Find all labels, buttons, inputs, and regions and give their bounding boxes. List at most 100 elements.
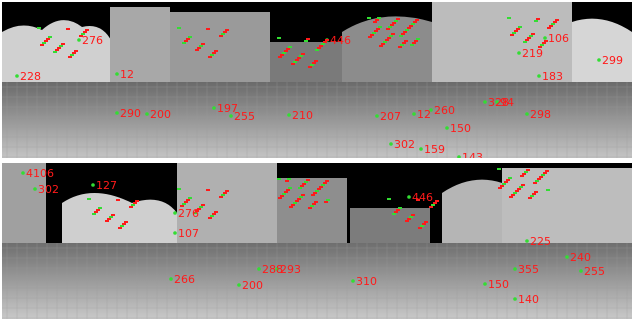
feature-cluster-mark: [311, 194, 315, 196]
feature-cluster-mark: [214, 50, 218, 52]
feature-cluster-mark: [420, 225, 424, 227]
feature-cluster-mark: [184, 40, 188, 42]
feature-point: [517, 51, 521, 55]
feature-cluster-mark: [57, 47, 61, 49]
feature-point: [173, 231, 177, 235]
feature-cluster-mark: [195, 210, 199, 212]
feature-cluster-mark: [210, 215, 214, 217]
feature-cluster-mark: [212, 213, 216, 215]
bottom-panorama-scene: 4106 302 127 276 446 107 288 266 200 293 310 355 240…: [2, 163, 632, 319]
feature-cluster-mark: [105, 220, 109, 222]
feature-cluster-mark: [81, 33, 85, 35]
feature-cluster-mark: [410, 44, 414, 46]
feature-point: [407, 195, 411, 199]
feature-cluster-mark: [79, 35, 83, 37]
feature-cluster-mark: [321, 184, 325, 186]
feature-cluster-mark: [197, 47, 201, 49]
feature-label: 446: [330, 34, 351, 47]
feature-cluster-mark: [225, 29, 229, 31]
feature-cluster-mark: [409, 25, 413, 27]
feature-cluster-mark: [61, 43, 65, 45]
feature-cluster-mark: [412, 42, 416, 44]
feature-cluster-mark: [214, 211, 218, 213]
feature-label: 293: [280, 263, 301, 276]
feature-cluster-mark: [418, 227, 422, 229]
feature-cluster-mark: [511, 194, 515, 196]
feature-label: 255: [584, 265, 605, 278]
feature-point: [412, 112, 416, 116]
feature-cluster-mark: [555, 19, 559, 21]
top-panorama-panel: 276 228 12 446 290 200 197 255 210 207 12 260 328 94 2…: [2, 2, 632, 158]
feature-label: 4106: [26, 167, 54, 180]
feature-point: [513, 297, 517, 301]
tree-left: [62, 193, 177, 243]
feature-cluster-mark: [398, 207, 402, 209]
feature-point: [513, 267, 517, 271]
feature-cluster-mark: [323, 41, 327, 43]
feature-cluster-mark: [398, 46, 402, 48]
feature-cluster-mark: [433, 202, 437, 204]
feature-cluster-mark: [321, 43, 325, 45]
feature-cluster-mark: [37, 27, 41, 29]
feature-cluster-mark: [367, 17, 371, 19]
feature-label: 298: [530, 108, 551, 121]
feature-point: [495, 100, 499, 104]
feature-cluster-mark: [530, 195, 534, 197]
feature-cluster-mark: [278, 56, 282, 58]
feature-cluster-mark: [306, 38, 310, 40]
feature-cluster-mark: [177, 27, 181, 29]
feature-cluster-mark: [378, 26, 382, 28]
feature-label: 150: [488, 278, 509, 291]
feature-cluster-mark: [299, 55, 303, 57]
feature-cluster-mark: [414, 40, 418, 42]
feature-cluster-mark: [48, 36, 52, 38]
feature-cluster-mark: [297, 198, 301, 200]
feature-cluster-mark: [212, 52, 216, 54]
feature-cluster-mark: [394, 211, 398, 213]
feature-point: [115, 72, 119, 76]
feature-cluster-mark: [53, 51, 57, 53]
feature-cluster-mark: [107, 218, 111, 220]
feature-cluster-mark: [326, 199, 330, 201]
feature-cluster-mark: [531, 33, 535, 35]
feature-point: [257, 267, 261, 271]
feature-cluster-mark: [537, 178, 541, 180]
feature-cluster-mark: [431, 204, 435, 206]
feature-label: 328: [488, 96, 509, 109]
feature-cluster-mark: [284, 191, 288, 193]
feature-point: [33, 187, 37, 191]
feature-cluster-mark: [109, 216, 113, 218]
feature-label: 183: [542, 70, 563, 83]
feature-cluster-mark: [55, 49, 59, 51]
feature-cluster-mark: [188, 36, 192, 38]
feature-cluster-mark: [284, 50, 288, 52]
feature-label: 106: [548, 32, 569, 45]
feature-label: 107: [178, 227, 199, 240]
feature-cluster-mark: [177, 188, 181, 190]
feature-point: [457, 155, 461, 158]
building-mid: [270, 42, 350, 82]
feature-cluster-mark: [298, 187, 302, 189]
feature-point: [597, 58, 601, 62]
feature-cluster-mark: [208, 56, 212, 58]
feature-cluster-mark: [295, 59, 299, 61]
feature-cluster-mark: [124, 221, 128, 223]
feature-cluster-mark: [315, 49, 319, 51]
feature-point: [77, 38, 81, 42]
feature-label: 12: [120, 68, 134, 81]
feature-cluster-mark: [508, 177, 512, 179]
feature-cluster-mark: [396, 18, 400, 20]
feature-cluster-mark: [293, 202, 297, 204]
feature-cluster-mark: [532, 193, 536, 195]
feature-label: 219: [522, 47, 543, 60]
building-right: [502, 168, 632, 243]
feature-cluster-mark: [325, 180, 329, 182]
feature-cluster-mark: [435, 200, 439, 202]
feature-cluster-mark: [317, 47, 321, 49]
feature-label: 228: [20, 70, 41, 83]
feature-point: [21, 171, 25, 175]
feature-cluster-mark: [304, 40, 308, 42]
feature-cluster-mark: [383, 41, 387, 43]
